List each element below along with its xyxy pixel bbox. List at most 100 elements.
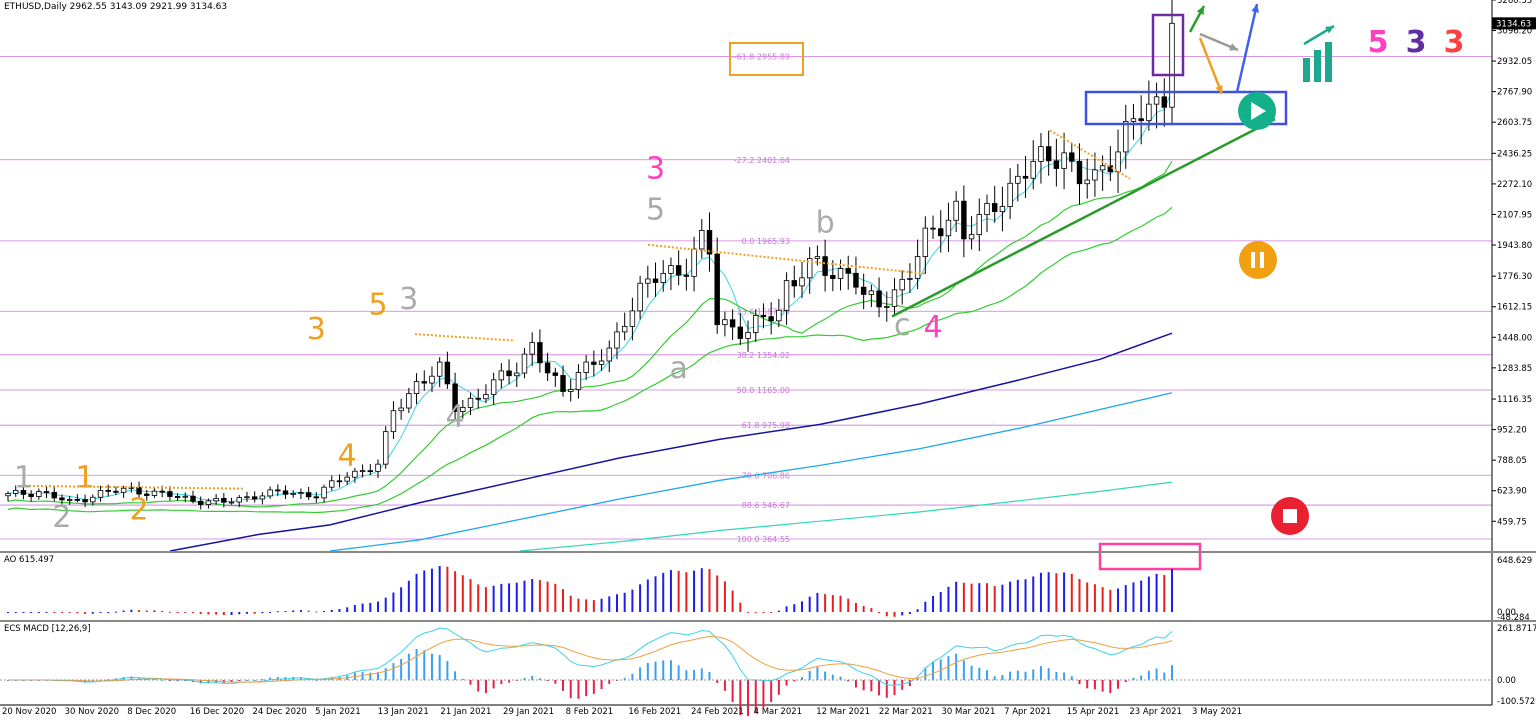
wave-label: 5 [646,193,665,228]
candle-body [753,315,759,333]
macd-bar [130,676,133,680]
macd-bar [1086,680,1089,689]
macd-signal-line [8,635,1173,683]
candle-body [737,326,744,339]
macd-bar [361,672,364,680]
macd-bar [299,677,302,680]
ao-bar [423,570,426,612]
macd-bar [1124,680,1127,682]
candle [822,239,828,292]
candle-body [907,278,913,280]
candle-body [390,410,397,433]
candle-body [1092,169,1098,181]
pause-icon [1239,241,1277,279]
fib-label: 88.6 546.67 [742,501,790,510]
candle-body [12,489,19,494]
candle-body [652,278,659,283]
macd-bar [377,672,380,680]
ao-bar [639,584,642,612]
ao-bar [939,592,942,612]
wave-label: c [894,308,911,343]
price-tick-label: 3260.35 [1497,0,1532,6]
candle-body [259,495,266,500]
ao-bar [800,601,803,612]
candle-body [305,492,312,498]
ao-panel: 648.629 0.00-48.284 [7,556,1532,623]
ao-bar [1101,587,1104,612]
macd-bar [161,679,164,681]
macd-bar [446,661,449,680]
candle-body [282,490,289,495]
ao-bar [430,568,433,612]
ao-bar [284,610,287,612]
candle [436,357,443,388]
price-tick-label: 2767.90 [1497,88,1532,98]
candle [938,210,944,253]
candle-body [914,256,921,279]
candle-body [514,372,520,377]
candle-body [413,381,420,394]
ao-bar [1163,575,1166,612]
ao-bar [500,583,503,612]
candle [922,216,929,274]
candle-body [930,227,936,230]
candle [444,351,451,389]
candle [352,467,358,483]
arrow-right-gray-head [1229,43,1238,51]
candle-body [66,499,73,501]
candle-body [1138,118,1144,122]
candle [475,388,481,409]
current-price-tag [1492,17,1536,30]
macd-bar [508,680,511,683]
candle-body [1076,160,1083,185]
macd-bar [1032,669,1035,680]
candle [683,258,690,291]
candle-body [783,280,790,311]
candle-body [976,214,982,236]
candle [706,212,713,272]
macd-bar [392,663,395,680]
macd-bar [577,680,580,699]
candle-body [136,487,142,495]
candle [498,363,505,389]
ao-bar [1117,588,1120,612]
ao-bar [777,610,780,612]
candle [606,340,612,373]
ao-bar [562,589,565,612]
candle-body [20,489,27,495]
candle-body [922,227,929,257]
macd-bar [762,680,765,708]
macd-bar [947,656,950,680]
candle-body [583,361,589,373]
ao-tick-label: 648.629 [1497,556,1532,566]
candle [1076,143,1083,205]
date-tick-label: 20 Nov 2020 [2,707,56,716]
macd-bar [469,680,472,685]
candle-body [267,489,273,497]
ao-bar [361,603,364,612]
growth-icon-bar [1303,58,1310,82]
macd-bar [384,668,387,680]
candle [945,202,952,252]
ao-bar [353,604,356,612]
ao-bar [955,581,958,612]
candle-body [768,316,774,322]
ao-bar [893,612,896,617]
price-tick-label: 623.90 [1497,487,1527,497]
ao-bar [970,583,973,612]
date-tick-label: 30 Mar 2021 [941,707,995,716]
candle [321,484,327,503]
candle [51,486,57,502]
ao-bar [107,612,110,613]
candle [729,309,736,341]
ao-bar [1070,573,1073,612]
candle-body [1061,152,1067,169]
date-tick-label: 21 Jan 2021 [440,707,491,716]
date-tick-label: 23 Apr 2021 [1129,707,1182,716]
ao-bar [608,596,611,612]
ao-bar [492,585,495,612]
candle-body [251,496,258,500]
ao-bar [962,582,965,612]
candle-body [822,256,828,276]
ao-bar [76,612,79,614]
